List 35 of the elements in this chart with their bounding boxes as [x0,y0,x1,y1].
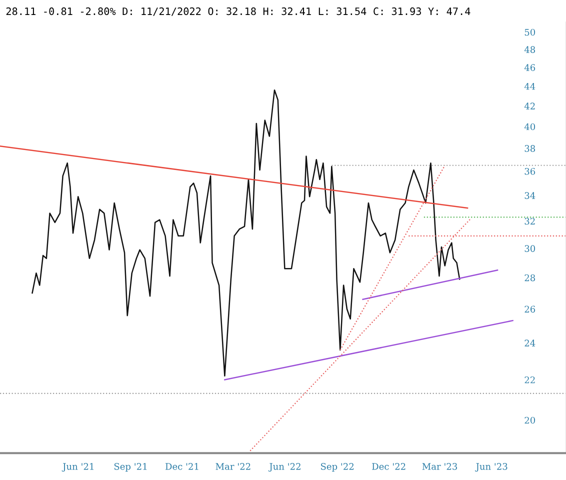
text: O: 32.18 [208,7,256,16]
x-tick-label: Mar '23 [422,463,458,470]
y-tick-label: 30 [524,245,536,252]
y-tick-label: 36 [524,168,536,175]
text: C: 31.93 [374,7,421,16]
text: -2.80% [80,7,116,16]
text: L: 31.54 [318,7,366,16]
text: Y: 47.4 [428,8,470,15]
y-tick-label: 22 [524,376,535,384]
y-tick-label: 26 [524,306,536,313]
y-tick-label: 28 [524,274,536,282]
text: D: 11/21/2022 [122,7,201,16]
x-tick-label: Dec '22 [372,463,406,470]
y-tick-label: 48 [524,46,536,53]
y-tick-label: 34 [524,192,536,199]
x-tick-label: Sep '22 [321,463,354,472]
y-tick-label: 24 [524,340,536,346]
y-tick-label: 46 [524,64,536,71]
x-tick-label: Mar '22 [216,463,250,470]
y-tick-label: 20 [524,416,536,424]
x-tick-label: Jun '22 [268,463,300,472]
y-tick-label: 44 [524,82,536,90]
text: -0.81 [44,7,72,16]
y-tick-label: 40 [524,123,536,130]
text: H: 32.41 [263,7,311,16]
y-tick-label: 42 [524,102,535,110]
y-tick-label: 50 [524,28,536,36]
line-series [32,89,460,377]
x-tick-label: Jun '21 [62,463,94,472]
x-tick-label: Sep '21 [114,463,147,472]
y-tick-label: 38 [524,145,536,152]
x-tick-label: Jun '23 [475,463,508,472]
y-tick-label: 32 [524,218,535,225]
x-tick-label: Dec '21 [166,463,198,470]
text: 28.11 [6,7,36,16]
